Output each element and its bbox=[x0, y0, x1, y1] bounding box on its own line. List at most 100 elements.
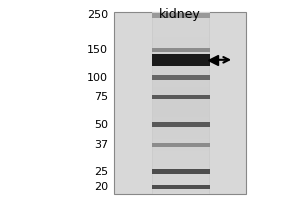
Bar bbox=[153, 30, 208, 32]
Bar bbox=[153, 155, 208, 158]
Bar bbox=[153, 153, 208, 155]
Text: kidney: kidney bbox=[159, 8, 201, 21]
Bar bbox=[152, 75, 210, 80]
Bar bbox=[153, 48, 208, 51]
Bar bbox=[153, 187, 208, 189]
Bar bbox=[153, 23, 208, 26]
Bar bbox=[153, 135, 208, 137]
Bar bbox=[153, 83, 208, 85]
Bar bbox=[153, 151, 208, 153]
Bar bbox=[153, 148, 208, 151]
Bar bbox=[152, 143, 210, 147]
Bar bbox=[153, 46, 208, 48]
Text: 20: 20 bbox=[94, 182, 108, 192]
Bar bbox=[153, 114, 208, 117]
Bar bbox=[153, 169, 208, 171]
Bar bbox=[153, 37, 208, 39]
Bar bbox=[153, 164, 208, 167]
Bar bbox=[152, 122, 210, 127]
Text: 50: 50 bbox=[94, 120, 108, 130]
Bar bbox=[153, 92, 208, 94]
Bar bbox=[153, 32, 208, 35]
Text: 75: 75 bbox=[94, 92, 108, 102]
Bar bbox=[153, 121, 208, 123]
Bar bbox=[153, 62, 208, 64]
Bar bbox=[153, 183, 208, 185]
Bar bbox=[153, 55, 208, 58]
Bar bbox=[153, 139, 208, 142]
Bar bbox=[152, 54, 210, 66]
Bar bbox=[153, 142, 208, 144]
Bar bbox=[153, 96, 208, 98]
Bar bbox=[152, 95, 210, 99]
Bar bbox=[153, 130, 208, 133]
Text: 250: 250 bbox=[87, 10, 108, 20]
Bar bbox=[153, 21, 208, 23]
Bar bbox=[153, 39, 208, 42]
Bar bbox=[153, 44, 208, 46]
Bar bbox=[152, 13, 210, 18]
Bar bbox=[153, 26, 208, 28]
Bar bbox=[153, 51, 208, 53]
Bar bbox=[153, 128, 208, 130]
Bar bbox=[153, 126, 208, 128]
Bar bbox=[153, 12, 208, 14]
Bar bbox=[153, 69, 208, 71]
Bar bbox=[153, 180, 208, 183]
Bar bbox=[114, 12, 246, 194]
Bar bbox=[153, 160, 208, 162]
Bar bbox=[153, 78, 208, 80]
Bar bbox=[153, 189, 208, 192]
Bar bbox=[153, 89, 208, 92]
Bar bbox=[153, 192, 208, 194]
Bar bbox=[153, 17, 208, 19]
Bar bbox=[153, 101, 208, 103]
Bar bbox=[153, 85, 208, 87]
Bar bbox=[152, 48, 210, 52]
Bar bbox=[153, 60, 208, 62]
Bar bbox=[153, 53, 208, 55]
Text: 150: 150 bbox=[87, 45, 108, 55]
Bar bbox=[152, 12, 210, 194]
Bar bbox=[153, 108, 208, 110]
Bar bbox=[153, 119, 208, 121]
Bar bbox=[153, 178, 208, 180]
Bar bbox=[153, 35, 208, 37]
Bar bbox=[153, 174, 208, 176]
Bar bbox=[153, 71, 208, 73]
Bar bbox=[153, 19, 208, 21]
Bar bbox=[153, 146, 208, 148]
Bar bbox=[153, 171, 208, 174]
Bar bbox=[153, 98, 208, 101]
Bar bbox=[153, 158, 208, 160]
Bar bbox=[153, 67, 208, 69]
Text: 37: 37 bbox=[94, 140, 108, 150]
Bar bbox=[153, 94, 208, 96]
Bar bbox=[153, 76, 208, 78]
Bar bbox=[153, 117, 208, 119]
Bar bbox=[153, 80, 208, 83]
Bar bbox=[153, 103, 208, 105]
Bar bbox=[153, 87, 208, 89]
Bar bbox=[153, 176, 208, 178]
Bar bbox=[153, 137, 208, 139]
Bar bbox=[153, 185, 208, 187]
Bar bbox=[153, 112, 208, 114]
Bar bbox=[152, 185, 210, 189]
Bar bbox=[153, 167, 208, 169]
Bar bbox=[153, 162, 208, 164]
Bar bbox=[153, 144, 208, 146]
Bar bbox=[153, 133, 208, 135]
Bar bbox=[153, 42, 208, 44]
Text: 100: 100 bbox=[87, 73, 108, 83]
Bar bbox=[153, 123, 208, 126]
Bar bbox=[153, 105, 208, 108]
Bar bbox=[153, 110, 208, 112]
Bar bbox=[153, 73, 208, 76]
Bar bbox=[153, 58, 208, 60]
Text: 25: 25 bbox=[94, 167, 108, 177]
Bar bbox=[153, 64, 208, 67]
Bar bbox=[153, 14, 208, 17]
Bar bbox=[153, 28, 208, 30]
Bar bbox=[152, 169, 210, 174]
